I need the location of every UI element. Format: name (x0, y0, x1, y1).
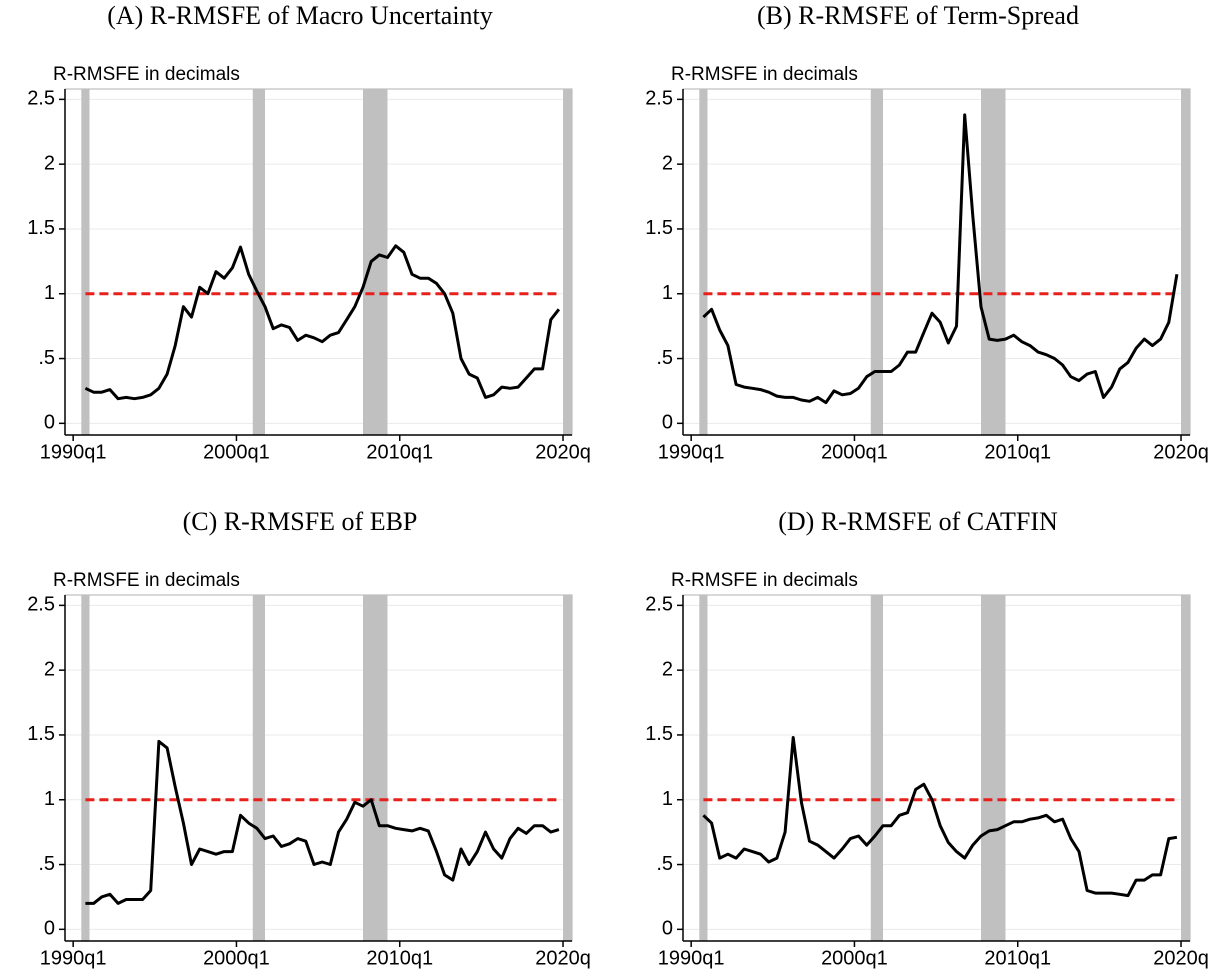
x-tick-label: 2010q1 (984, 947, 1051, 969)
plot-frame (64, 594, 573, 942)
recession-band (81, 595, 90, 941)
y-tick-label: 2 (44, 152, 55, 174)
x-tick-label: 2020q (1153, 947, 1209, 969)
panel-title: (B) R-RMSFE of Term-Spread (757, 1, 1079, 30)
panel: (A) R-RMSFE of Macro Uncertainty R-RMSFE … (27, 1, 591, 463)
y-tick-label: 0 (44, 918, 55, 940)
y-tick-label: 0 (662, 918, 673, 940)
recession-band (362, 89, 388, 435)
y-tick-label: .5 (38, 853, 55, 875)
recession-band (870, 89, 884, 435)
x-tick-label: 2010q1 (984, 441, 1051, 463)
data-line (702, 113, 1179, 405)
x-tick-label: 2000q1 (203, 441, 270, 463)
y-tick-label: .5 (656, 853, 673, 875)
y-tick-label: 1.5 (645, 217, 673, 239)
y-axis-title: R-RMSFE in decimals (671, 64, 858, 85)
y-tick-label: 2 (662, 152, 673, 174)
x-tick-label: 2000q1 (203, 947, 270, 969)
y-tick-label: 1.5 (645, 723, 673, 745)
recession-band (980, 89, 1006, 435)
y-tick-label: 1.5 (27, 217, 55, 239)
x-tick-label: 2000q1 (821, 947, 888, 969)
x-tick-label: 2000q1 (821, 441, 888, 463)
panel: (C) R-RMSFE of EBP R-RMSFE in decimals 0 .5… (27, 507, 591, 969)
x-tick-label: 2020q (1153, 441, 1209, 463)
x-tick-label: 1990q1 (40, 441, 107, 463)
plot-frame (64, 88, 573, 436)
panel-title: (C) R-RMSFE of EBP (183, 507, 418, 536)
recession-band (1181, 595, 1190, 941)
y-axis-title: R-RMSFE in decimals (53, 570, 240, 591)
x-tick-label: 1990q1 (658, 441, 725, 463)
panel: (B) R-RMSFE of Term-Spread R-RMSFE in dec… (645, 1, 1209, 463)
recession-band (699, 595, 708, 941)
x-tick-label: 2010q1 (366, 441, 433, 463)
data-line (85, 739, 560, 905)
x-tick-label: 2010q1 (366, 947, 433, 969)
y-tick-label: .5 (38, 347, 55, 369)
recession-band (252, 595, 266, 941)
recession-band (81, 89, 90, 435)
recession-band (563, 89, 572, 435)
panel-title: (D) R-RMSFE of CATFIN (778, 507, 1058, 536)
y-tick-label: 1 (662, 282, 673, 304)
y-tick-label: 2.5 (645, 88, 673, 110)
recession-band (1181, 89, 1190, 435)
y-tick-label: 1.5 (27, 723, 55, 745)
y-tick-label: 0 (44, 412, 55, 434)
y-axis-title: R-RMSFE in decimals (53, 64, 240, 85)
recession-band (870, 595, 884, 941)
panel-title: (A) R-RMSFE of Macro Uncertainty (107, 1, 493, 30)
x-tick-label: 1990q1 (658, 947, 725, 969)
x-tick-label: 1990q1 (40, 947, 107, 969)
plot-frame (682, 594, 1191, 942)
y-tick-label: 2.5 (27, 88, 55, 110)
panel: (D) R-RMSFE of CATFIN R-RMSFE in decimals… (645, 507, 1209, 969)
y-tick-label: 2.5 (27, 594, 55, 616)
y-axis-title: R-RMSFE in decimals (671, 570, 858, 591)
recession-band (980, 595, 1006, 941)
y-tick-label: 2.5 (645, 594, 673, 616)
y-tick-label: 1 (44, 788, 55, 810)
recession-band (563, 595, 572, 941)
data-line (84, 244, 561, 401)
x-tick-label: 2020q (535, 441, 591, 463)
recession-band (362, 595, 388, 941)
y-tick-label: 2 (662, 658, 673, 680)
y-tick-label: .5 (656, 347, 673, 369)
y-tick-label: 1 (44, 282, 55, 304)
x-tick-label: 2020q (535, 947, 591, 969)
recession-band (699, 89, 708, 435)
data-line (702, 736, 1178, 898)
recession-band (252, 89, 266, 435)
y-tick-label: 0 (662, 412, 673, 434)
y-tick-label: 1 (662, 788, 673, 810)
y-tick-label: 2 (44, 658, 55, 680)
